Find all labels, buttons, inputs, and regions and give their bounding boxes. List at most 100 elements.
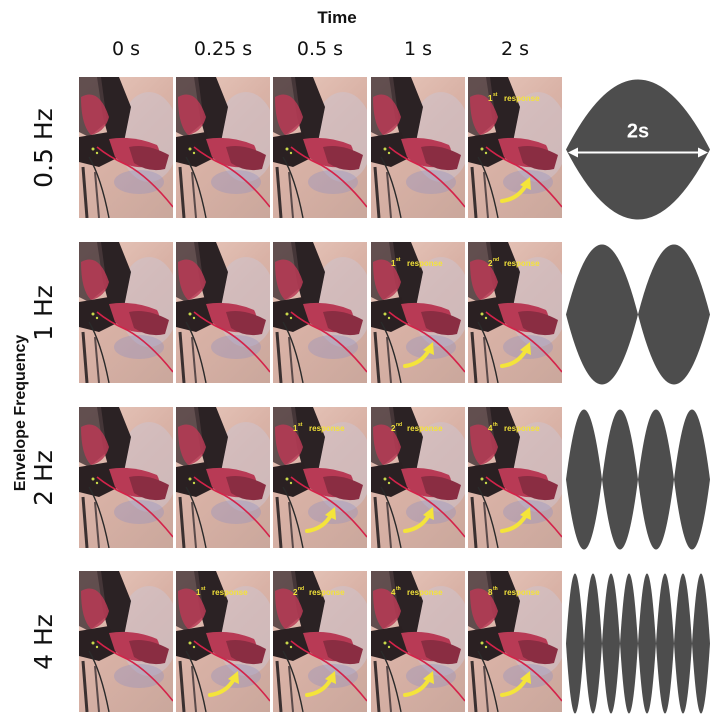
envelope-lobe	[638, 409, 674, 550]
video-frame	[176, 242, 270, 383]
response-arrow	[500, 513, 528, 533]
response-word: response	[212, 588, 248, 597]
response-ordinal-suffix: nd	[493, 257, 499, 263]
video-frame-photo	[176, 77, 270, 218]
video-frame	[79, 77, 173, 218]
response-ordinal-suffix: nd	[396, 422, 402, 428]
response-word: response	[407, 259, 443, 268]
response-number: 2	[391, 424, 396, 433]
envelope-lobe	[656, 573, 674, 714]
response-number: 1	[488, 94, 493, 103]
response-ordinal-suffix: st	[201, 586, 206, 592]
video-frame-photo	[273, 77, 367, 218]
response-word: response	[407, 424, 443, 433]
envelope-waveform	[566, 242, 710, 387]
response-number: 1	[293, 424, 298, 433]
response-arrow-head	[228, 671, 239, 684]
response-number: 4	[391, 588, 396, 597]
response-arrow	[500, 183, 528, 203]
frequency-row-label: 0.5 Hz	[29, 107, 58, 188]
video-frame	[79, 242, 173, 383]
video-frame	[273, 242, 367, 383]
video-frame-photo	[371, 77, 465, 218]
envelope-waveform: 2s	[566, 77, 710, 222]
envelope-waveform	[566, 571, 710, 716]
response-word: response	[504, 94, 540, 103]
envelope-lobe	[638, 573, 656, 714]
video-frame-photo	[176, 407, 270, 548]
response-arrow-head	[423, 342, 434, 355]
response-arrow	[500, 677, 528, 697]
envelope-waveform	[566, 407, 710, 552]
envelope-lobe	[620, 573, 638, 714]
envelope-lobe	[566, 79, 710, 220]
figure-title: Time	[317, 8, 357, 27]
video-frame-photo	[79, 77, 173, 218]
envelope-lobe	[584, 573, 602, 714]
envelope-lobe	[674, 409, 710, 550]
envelope-lobe	[566, 573, 584, 714]
frequency-row-label: 4 Hz	[29, 613, 58, 670]
video-frame-photo	[79, 407, 173, 548]
response-number: 2	[293, 588, 298, 597]
response-arrow	[305, 677, 333, 697]
envelope-lobe	[674, 573, 692, 714]
envelope-lobe	[692, 573, 710, 714]
video-frame	[273, 77, 367, 218]
video-frame-photo	[176, 242, 270, 383]
response-ordinal-suffix: th	[493, 586, 498, 592]
response-arrow	[403, 348, 431, 368]
response-arrow	[500, 348, 528, 368]
video-frame-photo	[79, 571, 173, 712]
response-word: response	[407, 588, 443, 597]
response-ordinal-suffix: st	[396, 257, 401, 263]
response-arrow-head	[325, 671, 336, 684]
response-arrow	[403, 677, 431, 697]
period-label: 2s	[627, 121, 649, 143]
response-number: 2	[488, 259, 493, 268]
response-ordinal-suffix: th	[493, 422, 498, 428]
response-ordinal-suffix: th	[396, 586, 401, 592]
response-ordinal-suffix: st	[493, 92, 498, 98]
response-arrow	[403, 513, 431, 533]
video-frame	[176, 407, 270, 548]
response-ordinal-suffix: nd	[298, 586, 304, 592]
envelope-lobe	[638, 244, 710, 385]
response-word: response	[504, 259, 540, 268]
time-column-header: 0 s	[111, 38, 141, 60]
response-arrow-head	[520, 177, 531, 190]
envelope-lobe	[602, 573, 620, 714]
video-frame	[371, 77, 465, 218]
time-column-header: 1 s	[403, 38, 433, 60]
response-word: response	[309, 588, 345, 597]
response-word: response	[504, 588, 540, 597]
video-frame-photo	[79, 242, 173, 383]
envelope-lobe	[602, 409, 638, 550]
response-arrow-head	[520, 342, 531, 355]
response-word: response	[504, 424, 540, 433]
response-arrow-head	[423, 507, 434, 520]
response-number: 1	[391, 259, 396, 268]
frequency-row-label: 1 Hz	[29, 284, 58, 341]
response-arrow-head	[423, 671, 434, 684]
time-column-header: 0.5 s	[296, 38, 344, 60]
period-arrow-head-right	[698, 147, 708, 158]
response-arrow	[305, 513, 333, 533]
time-column-header: 2 s	[500, 38, 530, 60]
